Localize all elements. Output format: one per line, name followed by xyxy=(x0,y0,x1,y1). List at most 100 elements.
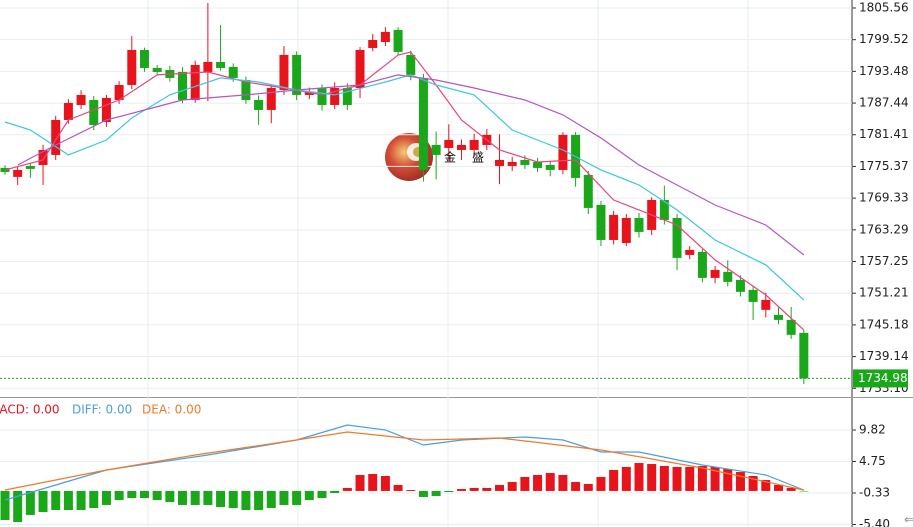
candle-body xyxy=(533,161,543,168)
macd-bar xyxy=(431,490,441,496)
candle-body xyxy=(735,279,745,292)
macd-bar xyxy=(127,490,137,499)
candle-body xyxy=(672,217,682,258)
candle-body xyxy=(456,144,466,150)
macd-bar xyxy=(178,490,188,505)
macd-bar xyxy=(342,487,352,491)
macd-bar xyxy=(63,490,73,510)
macd-bar xyxy=(507,482,517,491)
y-tick-label: -0.33 xyxy=(859,485,890,499)
macd-bar xyxy=(456,489,466,491)
candle-body xyxy=(266,87,276,110)
candle-body xyxy=(773,314,783,320)
last-price-box xyxy=(853,369,908,388)
macd-bar xyxy=(292,490,302,505)
macd-bar xyxy=(571,482,581,491)
scroll-arrow[interactable]: ⇐ xyxy=(904,513,913,527)
candle-body xyxy=(431,144,441,155)
candle-body xyxy=(330,87,340,105)
candle-body xyxy=(228,66,238,78)
macd-bar xyxy=(393,484,403,491)
y-tick-label: 9.82 xyxy=(859,423,886,437)
candle-body xyxy=(203,61,213,72)
macd-bar xyxy=(735,472,745,491)
candle-body xyxy=(76,94,86,105)
macd-bar xyxy=(723,468,733,491)
watermark-text: 金盛 xyxy=(444,150,500,165)
moving-average-line xyxy=(4,74,805,301)
candle-body xyxy=(89,99,99,125)
candle-body xyxy=(317,87,327,105)
y-tick-label: 1739.14 xyxy=(859,349,909,363)
macd-bar xyxy=(418,490,428,497)
candle-body xyxy=(393,29,403,52)
candle-body xyxy=(558,134,568,170)
y-tick-label: 1787.44 xyxy=(859,96,909,110)
macd-legend: MACD: 0.00 xyxy=(0,403,60,417)
macd-bar xyxy=(241,490,251,510)
macd-bar xyxy=(279,490,289,505)
candle-body xyxy=(13,169,23,177)
candle-body xyxy=(292,54,302,95)
candle-body xyxy=(355,49,365,88)
macd-bar xyxy=(266,490,276,509)
macd-bar xyxy=(495,484,505,491)
macd-bar xyxy=(710,466,720,491)
macd-bar xyxy=(330,490,340,493)
candle-body xyxy=(25,165,35,169)
candle-body xyxy=(254,99,264,110)
candle-body xyxy=(710,269,720,278)
candle-body xyxy=(241,79,251,100)
macd-bar xyxy=(609,469,619,491)
macd-bar xyxy=(228,490,238,509)
macd-bar xyxy=(558,475,568,491)
candle-body xyxy=(621,217,631,243)
macd-bar xyxy=(672,466,682,491)
candle-body xyxy=(368,39,378,48)
macd-bar xyxy=(101,490,111,505)
macd-bar xyxy=(216,490,226,508)
y-tick-label: 1751.21 xyxy=(859,286,909,300)
macd-bar xyxy=(469,487,479,491)
macd-bar xyxy=(520,476,530,491)
candle-body xyxy=(444,139,454,148)
macd-bar xyxy=(304,490,314,501)
y-tick-label: 1745.18 xyxy=(859,317,909,331)
macd-bar xyxy=(76,490,86,510)
y-tick-label: 1793.48 xyxy=(859,64,909,78)
candle-body xyxy=(723,271,733,282)
candle-body xyxy=(0,167,10,172)
candle-body xyxy=(685,249,695,255)
macd-bar xyxy=(254,490,264,510)
y-tick-label: 4.75 xyxy=(859,454,886,468)
macd-bar xyxy=(152,490,162,501)
candle-body xyxy=(545,164,555,170)
macd-bar xyxy=(190,490,200,505)
macd-bar xyxy=(165,490,175,502)
candle-body xyxy=(799,332,809,379)
last-price-label: 1734.98 xyxy=(858,371,908,385)
candle-body xyxy=(114,84,124,100)
plot-layer xyxy=(0,0,852,527)
y-tick-label: 1781.41 xyxy=(859,127,909,141)
candle-body xyxy=(469,139,479,150)
moving-average-line xyxy=(17,74,805,256)
candle-body xyxy=(583,174,593,208)
candle-body xyxy=(786,319,796,335)
candle-body xyxy=(507,161,517,166)
macd-bar xyxy=(38,490,48,512)
y-tick-label: 1757.25 xyxy=(859,254,909,268)
macd-bar xyxy=(317,490,327,499)
y-tick-label: -5.40 xyxy=(859,517,890,527)
candle-body xyxy=(38,149,48,165)
candle-body xyxy=(139,49,149,68)
candle-body xyxy=(596,204,606,240)
candle-body xyxy=(495,159,505,166)
candle-body xyxy=(342,87,352,105)
macd-bar xyxy=(647,464,657,491)
candle-body xyxy=(178,71,188,100)
macd-line xyxy=(4,431,804,491)
